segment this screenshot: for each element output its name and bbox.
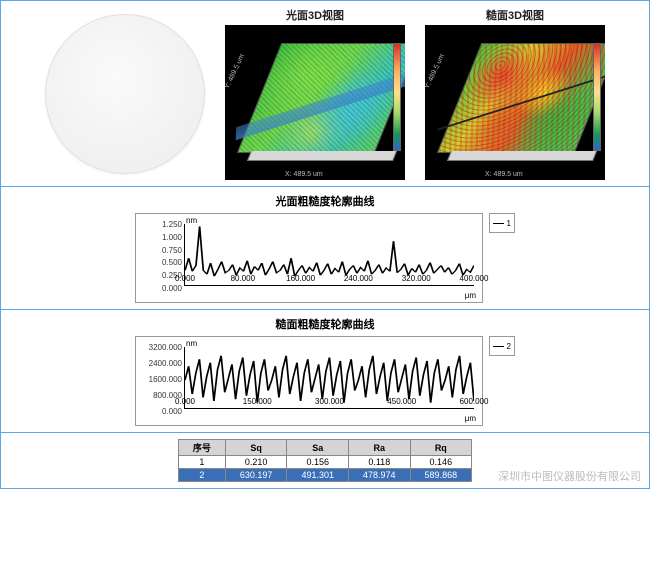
table-col-header: Ra	[349, 440, 411, 456]
row-3d-views: 光面3D视图 X: 489.5 um Y: 489.5 um 糙面3D视图 X:…	[0, 0, 650, 187]
profile-high-wrap: 糙面粗糙度轮廓曲线 nm 0.000800.0001600.0002400.00…	[135, 316, 515, 426]
profile-low-chart: nm 0.0000.2500.5000.7501.0001.250 0.0008…	[135, 213, 483, 303]
watermark-text: 深圳市中图仪器股份有限公司	[498, 468, 641, 484]
row-profile-low: 光面粗糙度轮廓曲线 nm 0.0000.2500.5000.7501.0001.…	[0, 187, 650, 310]
legend-high: 2	[489, 336, 515, 356]
colorbar-icon	[393, 43, 401, 151]
row-table: 序号SqSaRaRq 10.2100.1560.1180.1462630.197…	[0, 433, 650, 489]
colorbar-icon	[593, 43, 601, 151]
surf3d-high-cell: 糙面3D视图 X: 489.5 um Y: 489.5 um	[425, 7, 605, 180]
y-tick-labels: 0.0000.2500.5000.7501.0001.250	[136, 214, 184, 302]
table-col-header: Sq	[225, 440, 287, 456]
x-unit-label: μm	[465, 291, 476, 300]
surf3d-high-title: 糙面3D视图	[486, 7, 544, 23]
table-col-header: Rq	[410, 440, 472, 456]
table-col-header: 序号	[178, 440, 225, 456]
x-axis-label: X: 489.5 um	[485, 171, 523, 178]
table-header-row: 序号SqSaRaRq	[178, 440, 471, 456]
profile-high-title: 糙面粗糙度轮廓曲线	[135, 316, 515, 332]
y-tick-labels: 0.000800.0001600.0002400.0003200.000	[136, 337, 184, 425]
surf3d-low-title: 光面3D视图	[286, 7, 344, 23]
wafer-cell	[45, 14, 205, 174]
y-axis-label: Y: 489.5 um	[225, 53, 246, 90]
y-axis-label: Y: 489.5 um	[425, 53, 446, 90]
legend-low: 1	[489, 213, 515, 233]
surf3d-high-plot: X: 489.5 um Y: 489.5 um	[425, 25, 605, 180]
x-unit-label: μm	[465, 414, 476, 423]
roughness-table: 序号SqSaRaRq 10.2100.1560.1180.1462630.197…	[178, 439, 472, 482]
table-row: 10.2100.1560.1180.146	[178, 456, 471, 469]
row-profile-high: 糙面粗糙度轮廓曲线 nm 0.000800.0001600.0002400.00…	[0, 310, 650, 433]
surf3d-low-cell: 光面3D视图 X: 489.5 um Y: 489.5 um	[225, 7, 405, 180]
table-row: 2630.197491.301478.974589.868	[178, 469, 471, 482]
profile-high-chart: nm 0.000800.0001600.0002400.0003200.000 …	[135, 336, 483, 426]
x-axis-label: X: 489.5 um	[285, 171, 323, 178]
table-col-header: Sa	[287, 440, 349, 456]
profile-low-title: 光面粗糙度轮廓曲线	[135, 193, 515, 209]
surf3d-low-plot: X: 489.5 um Y: 489.5 um	[225, 25, 405, 180]
profile-low-wrap: 光面粗糙度轮廓曲线 nm 0.0000.2500.5000.7501.0001.…	[135, 193, 515, 303]
wafer-disc	[45, 14, 205, 174]
